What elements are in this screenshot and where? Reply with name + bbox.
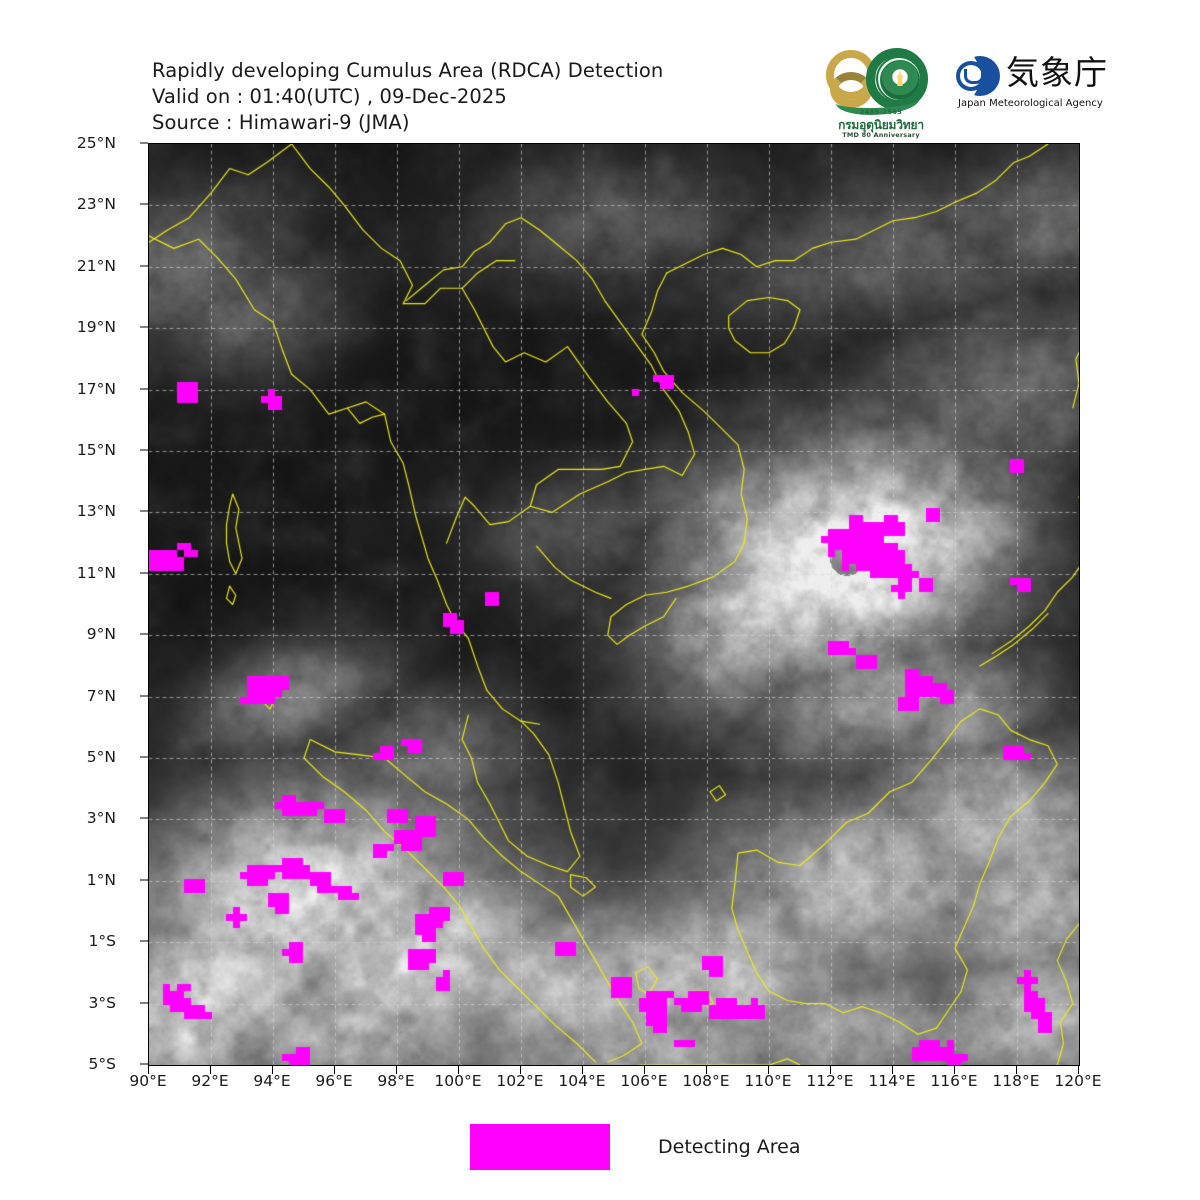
x-axis-tick-label: 98°E [377,1072,415,1090]
y-axis-tick-mark [140,1063,148,1065]
jma-kanji-label: 気象庁 [1006,53,1108,92]
y-axis-tick-label: 1°N [86,870,116,889]
y-axis-tick-mark [140,756,148,758]
y-axis-tick-label: 25°N [76,134,116,152]
valid-time: Valid on : 01:40(UTC) , 09-Dec-2025 [152,85,507,108]
x-axis-tick-mark [582,1066,583,1074]
x-axis-tick-mark [520,1066,521,1074]
y-axis-tick-label: 19°N [76,318,116,337]
tmd-80-mark [820,46,942,115]
tmd-swoosh-icon [836,86,920,115]
jma-u-glyph-icon [964,69,984,84]
y-axis-tick-mark [140,449,148,451]
y-axis-tick-mark [140,388,148,390]
x-axis-tick-label: 96°E [315,1072,353,1090]
x-axis-tick-label: 118°E [992,1072,1040,1090]
y-axis-tick-mark [140,510,148,512]
x-axis-tick-label: 116°E [930,1072,978,1090]
x-axis-tick-mark [768,1066,769,1074]
title-block: Rapidly developing Cumulus Area (RDCA) D… [152,58,663,136]
x-axis-tick-mark [334,1066,335,1074]
legend: Detecting Area [470,1124,801,1170]
x-axis-tick-mark [458,1066,459,1074]
y-axis-tick-label: 7°N [86,686,116,705]
jma-emblem-icon [956,56,1000,96]
y-axis-tick-mark [140,142,148,144]
x-axis-tick-label: 92°E [191,1072,229,1090]
logo-group: 2485-2565 กรมอุตุนิยมวิทยา TMD 80 Annive… [820,46,1108,142]
y-axis-tick-label: 11°N [76,563,116,582]
y-axis-tick-label: 17°N [76,379,116,398]
tmd-anniversary-logo: 2485-2565 กรมอุตุนิยมวิทยา TMD 80 Annive… [820,46,942,142]
y-axis-tick-label: 9°N [86,625,116,644]
x-axis-tick-mark [892,1066,893,1074]
y-axis-tick-mark [140,817,148,819]
x-axis-tick-mark [706,1066,707,1074]
x-axis-tick-label: 108°E [682,1072,730,1090]
y-axis-tick-mark [140,633,148,635]
y-axis-tick-label: 21°N [76,256,116,275]
y-axis-tick-label: 15°N [76,441,116,459]
y-axis-tick-mark [140,326,148,328]
tmd-seal-glyph-icon [896,70,904,87]
jma-logo: 気象庁 Japan Meteorological Agency [956,53,1108,116]
x-axis-tick-label: 114°E [868,1072,916,1090]
jma-english-label: Japan Meteorological Agency [958,98,1103,109]
y-axis-tick-mark [140,572,148,574]
x-axis-tick-label: 104°E [558,1072,606,1090]
x-axis-tick-mark [644,1066,645,1074]
y-axis-tick-label: 3°N [86,809,116,828]
y-axis-tick-label: 13°N [76,502,116,521]
y-axis-tick-label: 5°S [88,1055,116,1073]
page-title: Rapidly developing Cumulus Area (RDCA) D… [152,59,664,82]
y-axis-tick-mark [140,940,148,942]
x-axis-tick-mark [1016,1066,1017,1074]
y-axis-tick-label: 3°S [88,993,116,1012]
x-axis-tick-label: 110°E [744,1072,792,1090]
satellite-map-plot [148,143,1080,1066]
x-axis-tick-label: 100°E [434,1072,482,1090]
legend-color-swatch [470,1124,610,1170]
x-axis-tick-label: 94°E [253,1072,291,1090]
satellite-image-canvas [149,144,1079,1065]
x-axis-tick-mark [830,1066,831,1074]
source-label: Source : Himawari-9 (JMA) [152,111,410,134]
x-axis-tick-mark [396,1066,397,1074]
x-axis-tick-mark [272,1066,273,1074]
x-axis-tick-label: 120°E [1054,1072,1102,1090]
x-axis-tick-label: 106°E [620,1072,668,1090]
jma-disc-icon [956,61,986,91]
x-axis-tick-mark [954,1066,955,1074]
legend-label: Detecting Area [658,1136,801,1158]
x-axis-tick-label: 90°E [129,1072,167,1090]
y-axis-tick-mark [140,879,148,881]
y-axis-tick-mark [140,695,148,697]
y-axis-tick-label: 5°N [86,748,116,766]
x-axis-tick-label: 102°E [496,1072,544,1090]
tmd-years-label: 2485-2565 [859,108,903,116]
y-axis-tick-mark [140,203,148,205]
x-axis-tick-mark [210,1066,211,1074]
page-header: Rapidly developing Cumulus Area (RDCA) D… [0,0,1200,143]
tmd-anniversary-label: TMD 80 Anniversary [842,131,920,139]
y-axis-tick-mark [140,265,148,267]
y-axis-tick-label: 1°S [88,932,116,951]
tmd-thai-name-label: กรมอุตุนิยมวิทยา [838,118,924,132]
x-axis-tick-mark [148,1066,149,1074]
x-axis-tick-label: 112°E [806,1072,854,1090]
x-axis-tick-mark [1078,1066,1079,1074]
y-axis-tick-label: 23°N [76,195,116,214]
y-axis-tick-mark [140,1002,148,1004]
